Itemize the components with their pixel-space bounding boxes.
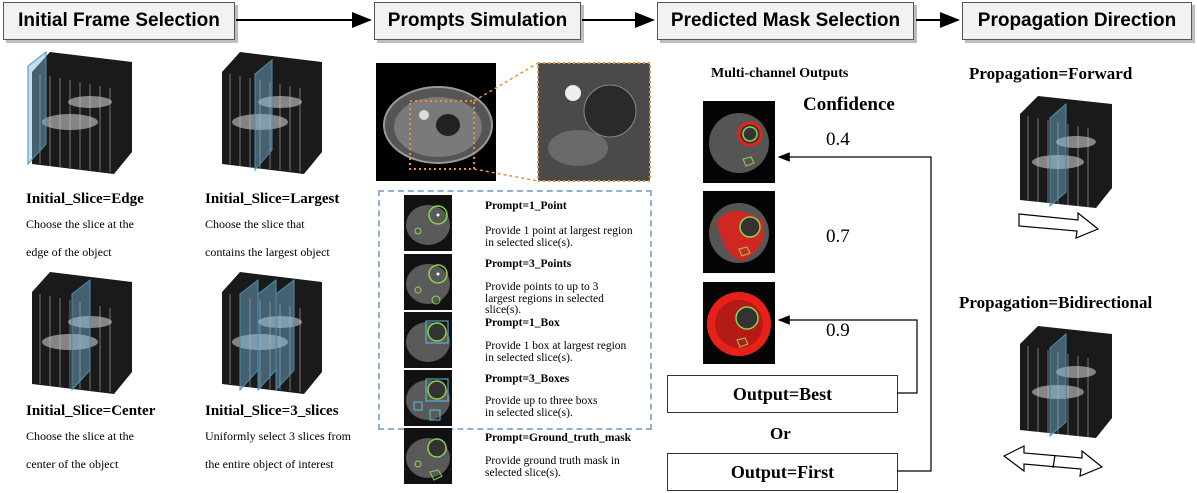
- prompt-ground-truth-desc: Provide ground truth mask in selected sl…: [485, 455, 620, 479]
- volume-stack-edge: [27, 50, 132, 174]
- header-arrows: [236, 12, 960, 28]
- confidence-value-1: 0.4: [826, 129, 850, 150]
- initial-slice-largest-title: Initial_Slice=Largest: [205, 191, 340, 207]
- bidirectional-arrow-icon: [1002, 445, 1104, 477]
- header-prompts-simulation: Prompts Simulation: [374, 2, 581, 40]
- volume-stack-largest: [222, 52, 322, 174]
- multi-channel-outputs-label: Multi-channel Outputs: [711, 66, 849, 81]
- initial-slice-3-slices-desc-2: the entire object of interest: [205, 457, 334, 471]
- propagation-forward-volume: [1020, 96, 1112, 208]
- prompt-1-point-desc: Provide 1 point at largest region in sel…: [485, 225, 633, 249]
- forward-arrow-icon: [1018, 211, 1100, 239]
- prompt-1-box-desc: Provide 1 box at largest region in selec…: [485, 340, 627, 364]
- selected-slice-plane: [1049, 102, 1067, 208]
- mask-output-3: [703, 282, 775, 364]
- prompt-1-point-title: Prompt=1_Point: [485, 200, 567, 212]
- prompt-3-boxes-desc: Provide up to three boxs in selected sli…: [485, 395, 598, 419]
- propagation-bidirectional-volume: [1020, 326, 1112, 438]
- mask-output-1: [703, 101, 775, 183]
- selected-slice-plane: [71, 278, 91, 392]
- stack-slices: [32, 52, 132, 174]
- prompt-thumb-1-box: [404, 312, 452, 368]
- selected-slice-plane: [27, 50, 47, 166]
- initial-slice-3-slices-title: Initial_Slice=3_slices: [205, 403, 339, 419]
- ct-zoom-image: [537, 62, 651, 182]
- initial-slice-edge-desc-1: Choose the slice at the: [26, 217, 134, 231]
- prompt-3-boxes-title: Prompt=3_Boxes: [485, 373, 570, 385]
- prompt-thumb-3-points: [404, 254, 452, 310]
- initial-slice-center-title: Initial_Slice=Center: [26, 403, 156, 419]
- prompt-thumb-3-boxes: [404, 370, 452, 426]
- confidence-value-2: 0.7: [826, 226, 850, 247]
- header-predicted-mask-selection: Predicted Mask Selection: [657, 2, 914, 40]
- prompt-1-box-title: Prompt=1_Box: [485, 317, 560, 329]
- confidence-label: Confidence: [803, 94, 895, 115]
- propagation-bidirectional-label: Propagation=Bidirectional: [959, 293, 1153, 312]
- initial-slice-center-desc-2: center of the object: [26, 457, 119, 471]
- volume-stack-3-slices: [222, 272, 322, 394]
- prompts-dashed-box: [378, 190, 652, 430]
- or-label: Or: [770, 424, 791, 443]
- prompt-ground-truth-title: Prompt=Ground_truth_mask: [485, 432, 632, 444]
- initial-slice-largest-desc-2: contains the largest object: [205, 245, 330, 259]
- header-initial-frame-selection: Initial Frame Selection: [3, 2, 235, 40]
- output-first-box: Output=First: [667, 453, 898, 491]
- initial-slice-3-slices-desc-1: Uniformly select 3 slices from: [205, 429, 351, 443]
- initial-slice-center-desc-1: Choose the slice at the: [26, 429, 134, 443]
- selected-slice-plane-3: [275, 278, 295, 392]
- propagation-forward-label: Propagation=Forward: [969, 64, 1133, 83]
- ct-slice-image: [376, 63, 496, 181]
- prompt-3-points-title: Prompt=3_Points: [485, 258, 572, 270]
- prompt-thumb-1-point: [404, 195, 452, 251]
- selected-slice-plane: [254, 58, 273, 172]
- header-propagation-direction: Propagation Direction: [962, 2, 1192, 40]
- prompt-3-points-desc: Provide points to up to 3 largest region…: [485, 281, 604, 316]
- mask-output-2: [703, 191, 775, 273]
- initial-slice-edge-desc-2: edge of the object: [26, 245, 112, 259]
- initial-slice-edge-title: Initial_Slice=Edge: [26, 191, 144, 207]
- initial-slice-largest-desc-1: Choose the slice that: [205, 217, 305, 231]
- confidence-value-3: 0.9: [826, 320, 850, 341]
- volume-stack-center: [32, 272, 132, 394]
- prompt-thumb-ground-truth: [404, 428, 452, 484]
- selected-slice-plane: [1049, 332, 1067, 438]
- output-best-box: Output=Best: [667, 375, 898, 413]
